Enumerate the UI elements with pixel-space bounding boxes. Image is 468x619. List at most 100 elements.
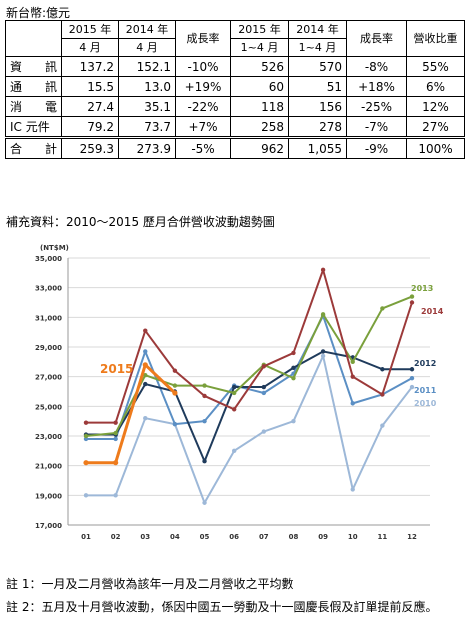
table-cell: 15.5 (61, 76, 119, 97)
table-cell: 259.3 (61, 136, 119, 159)
y-tick-label: 35,000 (35, 255, 62, 263)
table-cell: 273.9 (118, 136, 176, 159)
series-line-2015 (86, 363, 176, 465)
row-label-part: 電 (44, 100, 57, 114)
x-tick-label: 12 (407, 533, 417, 541)
x-tick-label: 07 (259, 533, 269, 541)
y-tick-label: 23,000 (35, 433, 62, 441)
series-point-2010 (261, 429, 267, 434)
table-header-cell: 2014 年 (118, 20, 176, 39)
series-point-2014 (172, 368, 178, 373)
table-cell: +19% (175, 76, 231, 97)
row-label-part: 訊 (44, 80, 57, 94)
table-header-cell: 2015 年 (230, 20, 289, 39)
series-point-2013 (143, 372, 148, 378)
x-tick-label: 01 (81, 533, 91, 541)
table-cell: -8% (346, 56, 407, 77)
table-cell: -9% (346, 136, 407, 159)
table-cell: -22% (175, 96, 231, 117)
table-cell: 1,055 (288, 136, 347, 159)
x-tick-label: 06 (229, 533, 239, 541)
table-subheader-cell: 1~4 月 (288, 38, 347, 57)
x-tick-label: 04 (170, 533, 180, 541)
series-point-2010 (380, 423, 385, 428)
series-point-2014 (409, 300, 415, 305)
series-point-2014 (291, 350, 296, 356)
series-point-2015 (83, 460, 89, 466)
series-point-2013 (380, 306, 385, 311)
table-row: 資訊 137.2 152.1 -10% 526 570 -8% 55% (5, 56, 465, 77)
table-cell: 156 (288, 96, 347, 117)
series-point-2012 (143, 381, 148, 387)
series-point-2011 (202, 418, 207, 424)
note-1: 註 1：一月及二月營收為該年一月及二月營收之平均數 (6, 577, 294, 591)
table-row: 合計 259.3 273.9 -5% 962 1,055 -9% 100% (5, 136, 465, 159)
y-tick-label: 19,000 (35, 492, 62, 500)
y-tick-label: 25,000 (35, 403, 62, 411)
y-tick-label: 27,000 (35, 374, 62, 382)
series-point-2011 (143, 349, 148, 354)
series-point-2012 (380, 367, 385, 372)
series-point-2011 (113, 436, 118, 442)
table-cell: 526 (230, 56, 289, 77)
table-header-cell: 成長率 (346, 20, 407, 57)
series-label-2015: 2015 (100, 362, 133, 376)
table-subheader-cell: 4 月 (61, 38, 119, 57)
x-tick-label: 02 (111, 533, 121, 541)
x-tick-label: 05 (200, 533, 210, 541)
table-cell: 137.2 (61, 56, 119, 77)
table-subheader-cell: 1~4 月 (230, 38, 289, 57)
table-cell: -5% (175, 136, 231, 159)
x-tick-label: 11 (377, 533, 387, 541)
row-label-part: IC 元件 (10, 120, 50, 134)
row-label-text: IC 元件 (10, 118, 57, 135)
table-cell: 258 (230, 116, 289, 138)
row-label-part: 計 (44, 142, 57, 156)
series-point-2013 (231, 390, 237, 396)
series-line-2014 (86, 268, 413, 424)
series-label-2014: 2014 (421, 307, 444, 316)
series-point-2010 (113, 493, 118, 498)
series-label-2013: 2013 (411, 284, 433, 293)
y-axis-label: (NT$M) (40, 244, 69, 252)
series-point-2012 (202, 459, 207, 464)
table-cell: 27% (406, 116, 465, 138)
row-label-part: 消 (10, 100, 23, 114)
table-cell: 962 (230, 136, 289, 159)
series-point-2014 (231, 407, 237, 412)
y-tick-label: 17,000 (35, 522, 62, 530)
series-point-2014 (380, 392, 385, 397)
series-point-2010 (320, 353, 326, 359)
row-label-text: 合計 (10, 140, 57, 157)
table-cell: 73.7 (118, 116, 176, 138)
row-label-text: 消電 (10, 98, 57, 115)
table-cell: 278 (288, 116, 347, 138)
table-cell: 55% (406, 56, 465, 77)
row-label: IC 元件 (5, 116, 62, 138)
row-label-text: 通訊 (10, 78, 57, 95)
x-tick-label: 08 (289, 533, 299, 541)
series-label-2012: 2012 (414, 359, 436, 368)
series-point-2013 (350, 359, 355, 365)
table-cell: -25% (346, 96, 407, 117)
table-cell: 79.2 (61, 116, 119, 138)
series-point-2010 (409, 384, 415, 390)
row-label: 資訊 (5, 56, 62, 77)
note-2: 註 2：五月及十月營收波動，係因中國五一勞動及十一國慶長假及訂單提前反應。 (6, 600, 438, 614)
table-subheader-cell: 4 月 (118, 38, 176, 57)
series-point-2015 (142, 362, 148, 368)
row-label: 消電 (5, 96, 62, 117)
series-point-2014 (350, 374, 355, 379)
row-label-text: 資訊 (10, 58, 57, 75)
table-row: IC 元件 79.2 73.7 +7% 258 278 -7% 27% (5, 116, 465, 138)
series-line-2011 (86, 314, 413, 440)
table-row: 消電 27.4 35.1 -22% 118 156 -25% 12% (5, 96, 465, 117)
series-point-2012 (409, 367, 415, 372)
series-point-2014 (83, 420, 89, 425)
series-label-2011: 2011 (414, 386, 437, 395)
table-header-cell: 2014 年 (288, 20, 347, 39)
x-tick-label: 09 (318, 533, 328, 541)
series-point-2014 (113, 420, 118, 425)
series-point-2015 (172, 390, 178, 396)
series-point-2014 (320, 267, 326, 273)
